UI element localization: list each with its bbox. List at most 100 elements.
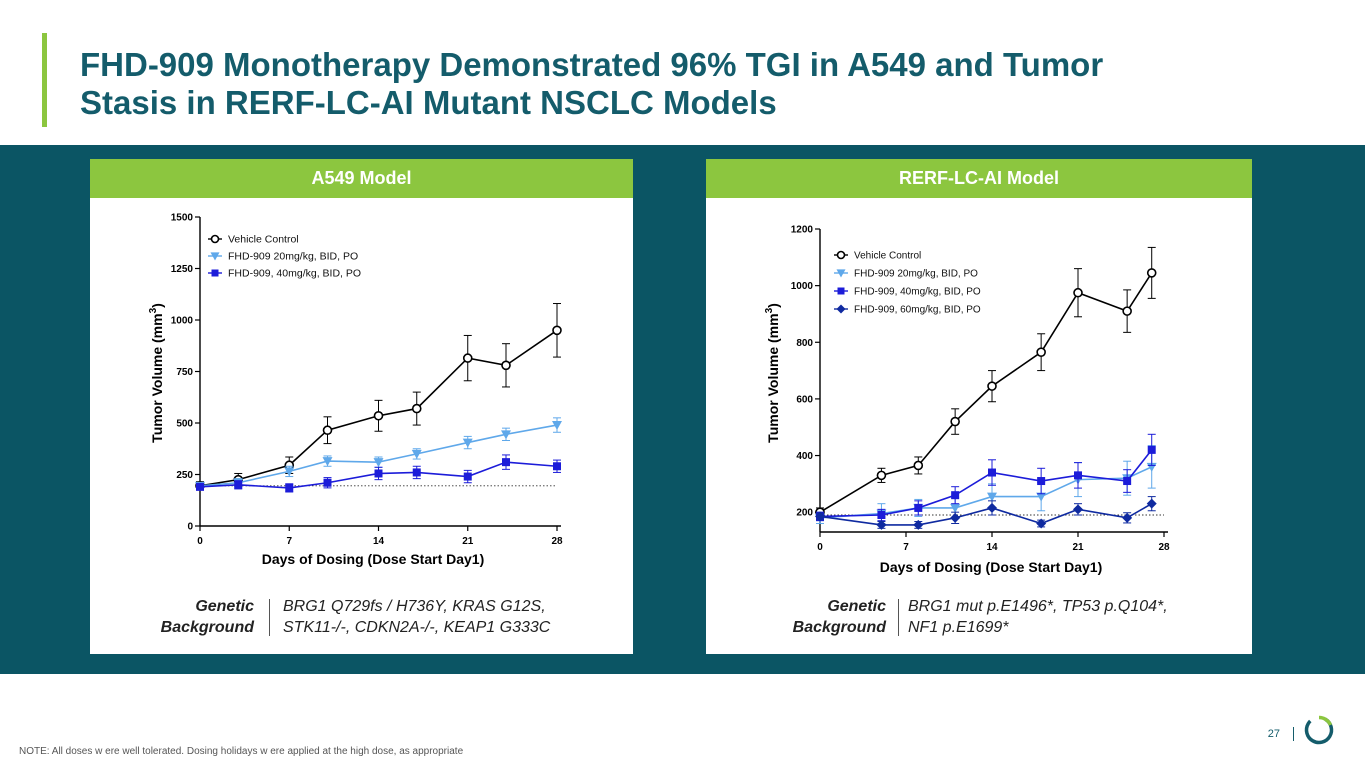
series-0 <box>815 246 1157 517</box>
chart-legend: Vehicle Control FHD-909 20mg/kg, BID, PO F… <box>834 251 981 316</box>
triangle-marker <box>373 458 384 468</box>
open-circle-marker <box>501 360 511 371</box>
triangle-marker <box>210 252 220 261</box>
legend-label: FHD-909, 60mg/kg, BID, PO <box>854 305 981 316</box>
page-number-divider <box>1293 727 1294 741</box>
genetic-mutations-line-1: BRG1 mut p.E1496*, TP53 p.Q104*, <box>908 598 1168 615</box>
x-tick-label: 7 <box>286 536 292 547</box>
y-tick-label: 1000 <box>171 316 194 327</box>
y-tick-label: 200 <box>796 508 813 519</box>
triangle-marker <box>950 503 961 513</box>
y-tick-label: 1000 <box>791 281 814 292</box>
rerf-panel: RERF-LC-AI Model 0 7 14 21 28 200 400 600 800 100… <box>706 159 1252 654</box>
diamond-marker <box>1036 518 1047 529</box>
diamond-marker <box>836 304 846 314</box>
x-tick-label: 21 <box>1072 542 1084 553</box>
square-marker <box>502 458 510 467</box>
open-circle-marker <box>913 460 924 471</box>
open-circle-marker <box>987 381 997 391</box>
open-circle-marker <box>462 353 473 363</box>
y-axis-label-close: ) <box>149 303 165 308</box>
y-axis-label-superscript: 3 <box>148 307 159 313</box>
y-axis-label-close: ) <box>765 303 781 308</box>
triangle-marker <box>1036 492 1047 502</box>
y-tick-label: 600 <box>796 394 813 405</box>
square-marker <box>234 480 243 489</box>
square-marker <box>196 482 204 491</box>
open-circle-marker <box>1073 287 1083 298</box>
diamond-marker <box>1146 498 1157 509</box>
rerf-panel-heading: RERF-LC-AI Model <box>706 159 1252 198</box>
legend-label: Vehicle Control <box>854 251 921 262</box>
company-logo-icon <box>1304 715 1334 745</box>
square-marker <box>463 472 472 481</box>
genetic-mutations: BRG1 mut p.E1496*, TP53 p.Q104*, NF1 p.E… <box>908 596 1168 638</box>
x-axis-label: Days of Dosing (Dose Start Day1) <box>880 559 1103 575</box>
x-tick-label: 28 <box>1158 542 1170 553</box>
legend-label: FHD-909 20mg/kg, BID, PO <box>228 251 358 263</box>
genetic-mutations: BRG1 Q729fs / H736Y, KRAS G12S, STK11-/-… <box>283 596 550 638</box>
x-tick-label: 21 <box>462 536 474 547</box>
x-tick-label: 0 <box>197 536 203 547</box>
diamond-marker <box>815 511 825 522</box>
y-tick-label: 1250 <box>171 264 194 275</box>
square-marker <box>553 462 561 471</box>
diamond-marker <box>1122 512 1133 523</box>
open-circle-marker <box>1146 268 1157 278</box>
rerf-tumor-volume-chart: 0 7 14 21 28 200 400 600 800 1000 1200 Days of Dosi… <box>764 225 1170 576</box>
genetic-label: Genetic Background <box>90 596 254 638</box>
square-marker <box>951 491 960 500</box>
open-circle-marker <box>876 470 887 481</box>
square-marker <box>837 287 845 295</box>
diamond-marker <box>876 519 887 530</box>
square-marker <box>323 478 332 487</box>
triangle-marker <box>411 449 422 459</box>
triangle-marker <box>322 457 333 467</box>
legend-label: FHD-909, 40mg/kg, BID, PO <box>228 268 361 280</box>
y-tick-label: 1200 <box>791 225 814 236</box>
y-axis-label: Tumor Volume (mm3) <box>764 303 781 443</box>
page-title-line-2: Stasis in RERF-LC-AI Mutant NSCLC Models <box>80 84 777 121</box>
square-marker <box>285 483 294 492</box>
y-tick-label: 400 <box>796 451 813 462</box>
diamond-marker <box>913 519 924 530</box>
open-circle-marker <box>1036 347 1046 357</box>
diamond-marker <box>950 512 961 523</box>
series-2 <box>196 454 561 493</box>
y-tick-label: 750 <box>176 367 193 378</box>
genetic-label-line-1: Genetic <box>195 598 254 615</box>
diamond-marker <box>987 502 997 513</box>
chart-legend: Vehicle Control FHD-909 20mg/kg, BID, PO F… <box>208 234 361 280</box>
square-marker <box>412 468 421 477</box>
triangle-marker <box>501 430 511 440</box>
square-marker <box>988 468 996 477</box>
x-tick-label: 0 <box>817 542 823 553</box>
genetic-label: Genetic Background <box>706 596 886 638</box>
square-marker <box>1123 477 1132 486</box>
open-circle-marker <box>950 416 960 427</box>
legend-label: FHD-909 20mg/kg, BID, PO <box>854 269 978 280</box>
diamond-marker <box>1073 504 1083 515</box>
triangle-marker <box>987 492 997 502</box>
triangle-marker <box>836 269 846 278</box>
genetic-label-line-2: Background <box>160 619 254 636</box>
open-circle-marker <box>210 234 220 244</box>
genetic-label-line-2: Background <box>792 619 886 636</box>
open-circle-marker <box>836 250 846 260</box>
genetic-mutations-line-2: NF1 p.E1699* <box>908 619 1009 636</box>
genetic-divider <box>269 599 270 636</box>
square-marker <box>374 469 383 478</box>
square-marker <box>914 503 923 512</box>
triangle-marker <box>552 421 562 431</box>
x-axis-label: Days of Dosing (Dose Start Day1) <box>262 551 485 567</box>
legend-label: Vehicle Control <box>228 234 299 246</box>
x-tick-label: 7 <box>903 542 909 553</box>
square-marker <box>1037 477 1046 486</box>
page-number: 27 <box>1267 728 1280 740</box>
a549-tumor-volume-chart: 0 7 14 21 28 0 250 500 750 1000 1250 1500 Days of Do… <box>148 213 563 568</box>
open-circle-marker <box>411 403 422 414</box>
triangle-marker <box>462 438 473 448</box>
y-tick-label: 500 <box>176 419 193 430</box>
page-title-line-1: FHD-909 Monotherapy Demonstrated 96% TGI… <box>80 46 1104 83</box>
y-axis-label: Tumor Volume (mm3) <box>148 303 165 443</box>
